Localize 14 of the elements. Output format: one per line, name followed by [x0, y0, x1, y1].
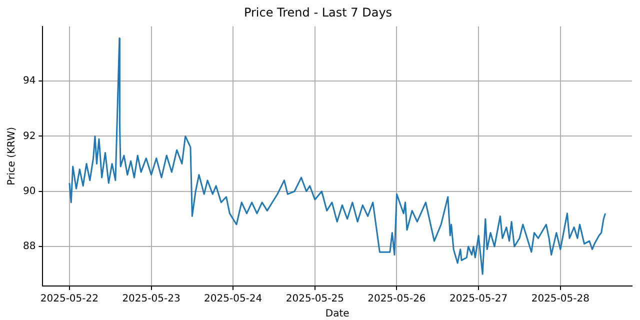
chart-title: Price Trend - Last 7 Days — [244, 5, 392, 20]
y-tick-label: 88 — [22, 241, 36, 252]
x-tick-label: 2025-05-26 — [368, 294, 426, 305]
x-tick-label: 2025-05-24 — [204, 294, 262, 305]
x-tick-label: 2025-05-23 — [122, 294, 180, 305]
y-tick-label: 94 — [22, 76, 36, 87]
y-tick-label: 90 — [22, 186, 36, 197]
x-tick-label: 2025-05-22 — [40, 294, 98, 305]
x-tick-label: 2025-05-25 — [286, 294, 344, 305]
y-axis-title: Price (KRW) — [6, 126, 18, 186]
y-tick-label: 92 — [22, 130, 36, 142]
x-tick-label: 2025-05-28 — [531, 294, 590, 305]
x-tick-label: 2025-05-27 — [450, 294, 508, 305]
x-axis-title: Date — [325, 308, 350, 320]
